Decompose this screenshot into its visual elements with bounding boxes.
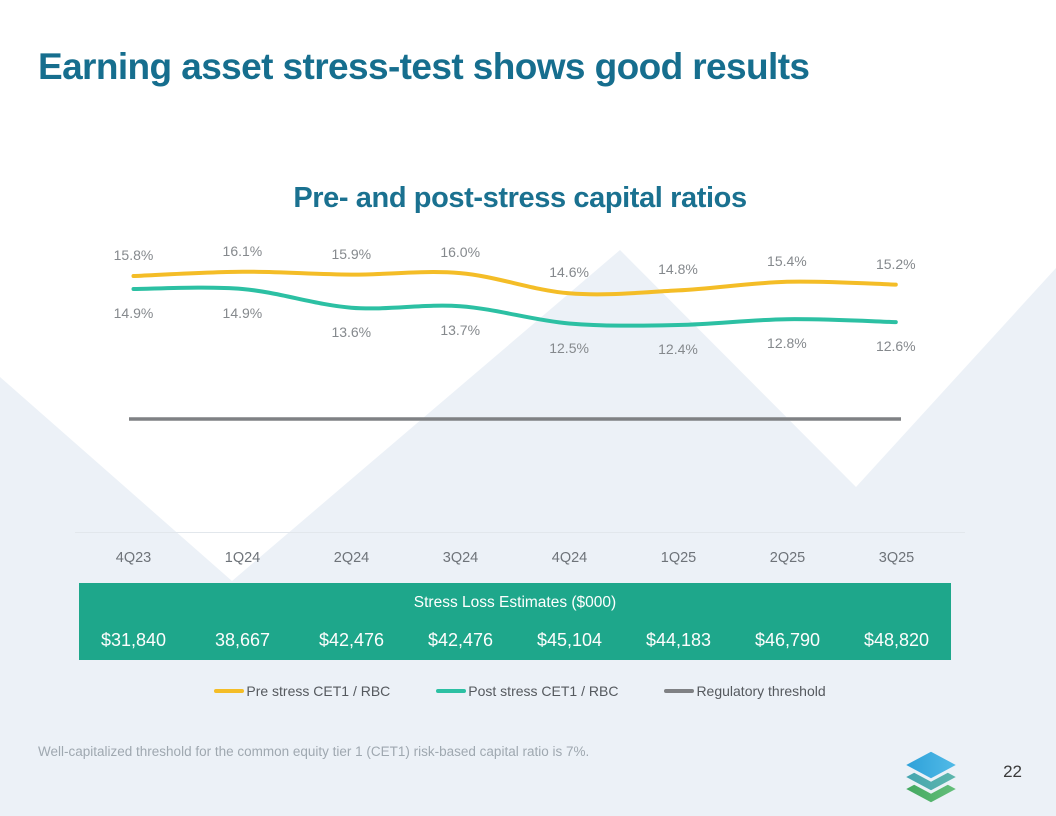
- stress-loss-value: $45,104: [536, 630, 603, 650]
- x-axis-label: 3Q25: [878, 550, 915, 566]
- stress-loss-table: Stress Loss Estimates ($000) $31,840 38,6…: [79, 583, 951, 660]
- post-stress-label: 12.5%: [549, 339, 589, 356]
- x-axis-label: 2Q24: [333, 550, 370, 566]
- stress-table-header: Stress Loss Estimates ($000): [413, 594, 617, 611]
- stress-loss-value: $42,476: [427, 630, 494, 650]
- legend-line-swatch: [664, 689, 695, 693]
- x-axis-labels: 4Q23 1Q24 2Q24 3Q24 4Q24 1Q25 2Q25 3Q25: [79, 533, 951, 583]
- x-axis-label: 4Q24: [551, 550, 588, 566]
- x-axis-label: 4Q23: [115, 550, 152, 566]
- legend-label: Regulatory threshold: [696, 683, 826, 699]
- logo-layers-icon: [903, 748, 959, 806]
- pre-stress-label: 16.1%: [222, 242, 263, 259]
- stress-loss-value: $42,476: [318, 630, 385, 650]
- legend-label: Post stress CET1 / RBC: [468, 683, 619, 699]
- post-stress-label: 12.8%: [767, 335, 807, 352]
- pre-stress-label: 15.2%: [875, 255, 916, 272]
- pre-stress-label: 14.8%: [658, 261, 698, 278]
- stress-loss-value: $44,183: [645, 630, 712, 650]
- page-number: 22: [1003, 762, 1022, 781]
- post-stress-label: 13.6%: [331, 323, 372, 340]
- pre-stress-label: 15.4%: [767, 252, 807, 269]
- stress-loss-value: $48,820: [863, 630, 930, 650]
- post-stress-label: 14.9%: [222, 304, 263, 321]
- x-axis-line: [75, 532, 965, 533]
- stress-table-values: $31,840 38,667 $42,476 $42,476 $45,104 $44,18…: [79, 621, 951, 660]
- x-axis-label: 1Q24: [224, 550, 261, 566]
- chart-legend: Pre stress CET1 / RBC Post stress CET1 / …: [0, 680, 1040, 702]
- logo-top-layer: [903, 748, 959, 782]
- x-axis-label: 1Q25: [660, 550, 697, 566]
- stress-loss-value: $31,840: [100, 630, 167, 650]
- slide-title: Earning asset stress-test shows good res…: [38, 46, 810, 87]
- post-stress-label: 12.4%: [658, 340, 698, 357]
- legend-line-swatch: [214, 689, 245, 693]
- pre-stress-label: 15.9%: [331, 245, 372, 262]
- legend-item: Regulatory threshold: [664, 683, 826, 699]
- stress-loss-value: $46,790: [754, 630, 821, 650]
- legend-item: Post stress CET1 / RBC: [436, 683, 618, 699]
- pre-stress-label: 14.6%: [549, 264, 589, 281]
- footnote: Well-capitalized threshold for the commo…: [38, 744, 590, 759]
- post-stress-label: 13.7%: [440, 322, 481, 339]
- chart-title: Pre- and post-stress capital ratios: [293, 182, 747, 214]
- post-stress-label: 12.6%: [875, 338, 916, 355]
- x-axis-label: 3Q24: [442, 550, 479, 566]
- legend-label: Pre stress CET1 / RBC: [246, 683, 391, 699]
- pre-stress-label: 15.8%: [113, 247, 154, 263]
- stress-loss-value: 38,667: [214, 630, 271, 650]
- x-axis-label: 2Q25: [769, 550, 806, 566]
- background-silhouette: [0, 250, 1056, 816]
- pre-stress-label: 16.0%: [440, 244, 481, 261]
- post-stress-label: 14.9%: [113, 304, 154, 321]
- legend-line-swatch: [436, 689, 467, 693]
- legend-item: Pre stress CET1 / RBC: [214, 683, 390, 699]
